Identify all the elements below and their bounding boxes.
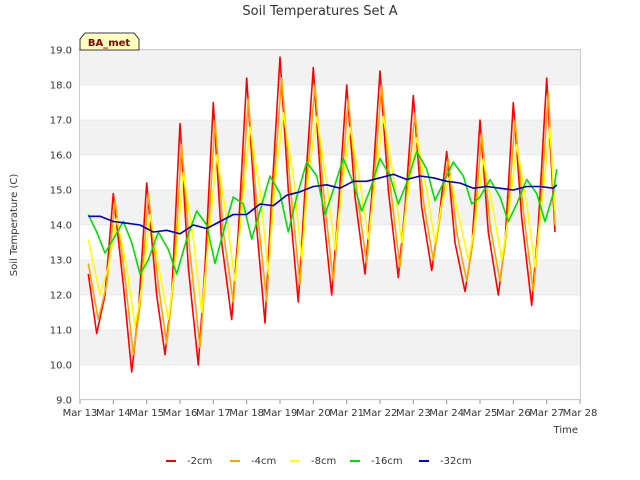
series-line-neg16cm (87, 150, 558, 275)
x-tick-label: Mar 21 (329, 408, 364, 419)
legend-item: -8cm (290, 456, 336, 467)
x-tick-label: Mar 25 (463, 408, 498, 419)
y-tick-label: 11.0 (50, 326, 72, 337)
y-tick-label: 15.0 (50, 186, 72, 197)
x-tick-label: Mar 17 (196, 408, 231, 419)
chart-title: Soil Temperatures Set A (242, 4, 397, 19)
x-axis-label: Time (553, 425, 578, 436)
y-tick-label: 18.0 (50, 81, 72, 92)
legend: -2cm -4cm -8cm -16cm -32cm (166, 456, 472, 467)
x-tick-label: Mar 23 (396, 408, 431, 419)
x-tick-label: Mar 19 (263, 408, 298, 419)
y-tick-label: 12.0 (50, 291, 72, 302)
y-tick-label: 14.0 (50, 221, 72, 232)
x-tick-label: Mar 16 (163, 408, 198, 419)
grid-band (80, 120, 580, 155)
x-tick-label: Mar 22 (363, 408, 398, 419)
grid-band (80, 330, 580, 365)
y-tick-label: 19.0 (50, 46, 72, 57)
legend-label: -32cm (440, 456, 472, 467)
series-line-neg4cm (87, 77, 556, 356)
y-tick-label: 9.0 (56, 396, 72, 407)
series-line-neg32cm (88, 173, 558, 235)
legend-label: -4cm (251, 456, 276, 467)
x-tick-label: Mar 14 (96, 408, 131, 419)
legend-label: -8cm (311, 456, 336, 467)
series-lines (87, 56, 558, 373)
x-tick-label: Mar 13 (63, 408, 98, 419)
plot-area-border (79, 49, 581, 400)
x-tick-label: Mar 28 (563, 408, 598, 419)
x-tick-label: Mar 18 (229, 408, 264, 419)
station-badge: BA_met (79, 32, 140, 51)
x-tick-label: Mar 15 (129, 408, 164, 419)
x-tick-label: Mar 26 (496, 408, 531, 419)
y-tick-label: 13.0 (50, 256, 72, 267)
grid-band (80, 50, 580, 85)
y-axis-ticks: 9.0 10.0 11.0 12.0 13.0 14.0 15.0 16.0 17.0 18.0 1… (50, 46, 72, 407)
y-tick-label: 10.0 (50, 361, 72, 372)
y-axis-label: Soil Temperature (C) (9, 174, 20, 277)
legend-item: -2cm (166, 456, 212, 467)
series-line-neg8cm (87, 112, 556, 328)
badge-label: BA_met (88, 38, 131, 49)
badge-shape (79, 32, 140, 51)
legend-label: -16cm (371, 456, 403, 467)
x-tick-label: Mar 20 (296, 408, 331, 419)
legend-item: -16cm (350, 456, 403, 467)
x-tick-label: Mar 27 (529, 408, 564, 419)
y-tick-label: 16.0 (50, 151, 72, 162)
y-tick-label: 17.0 (50, 116, 72, 127)
legend-label: -2cm (187, 456, 212, 467)
legend-item: -32cm (419, 456, 472, 467)
legend-item: -4cm (230, 456, 276, 467)
x-tick-label: Mar 24 (429, 408, 464, 419)
